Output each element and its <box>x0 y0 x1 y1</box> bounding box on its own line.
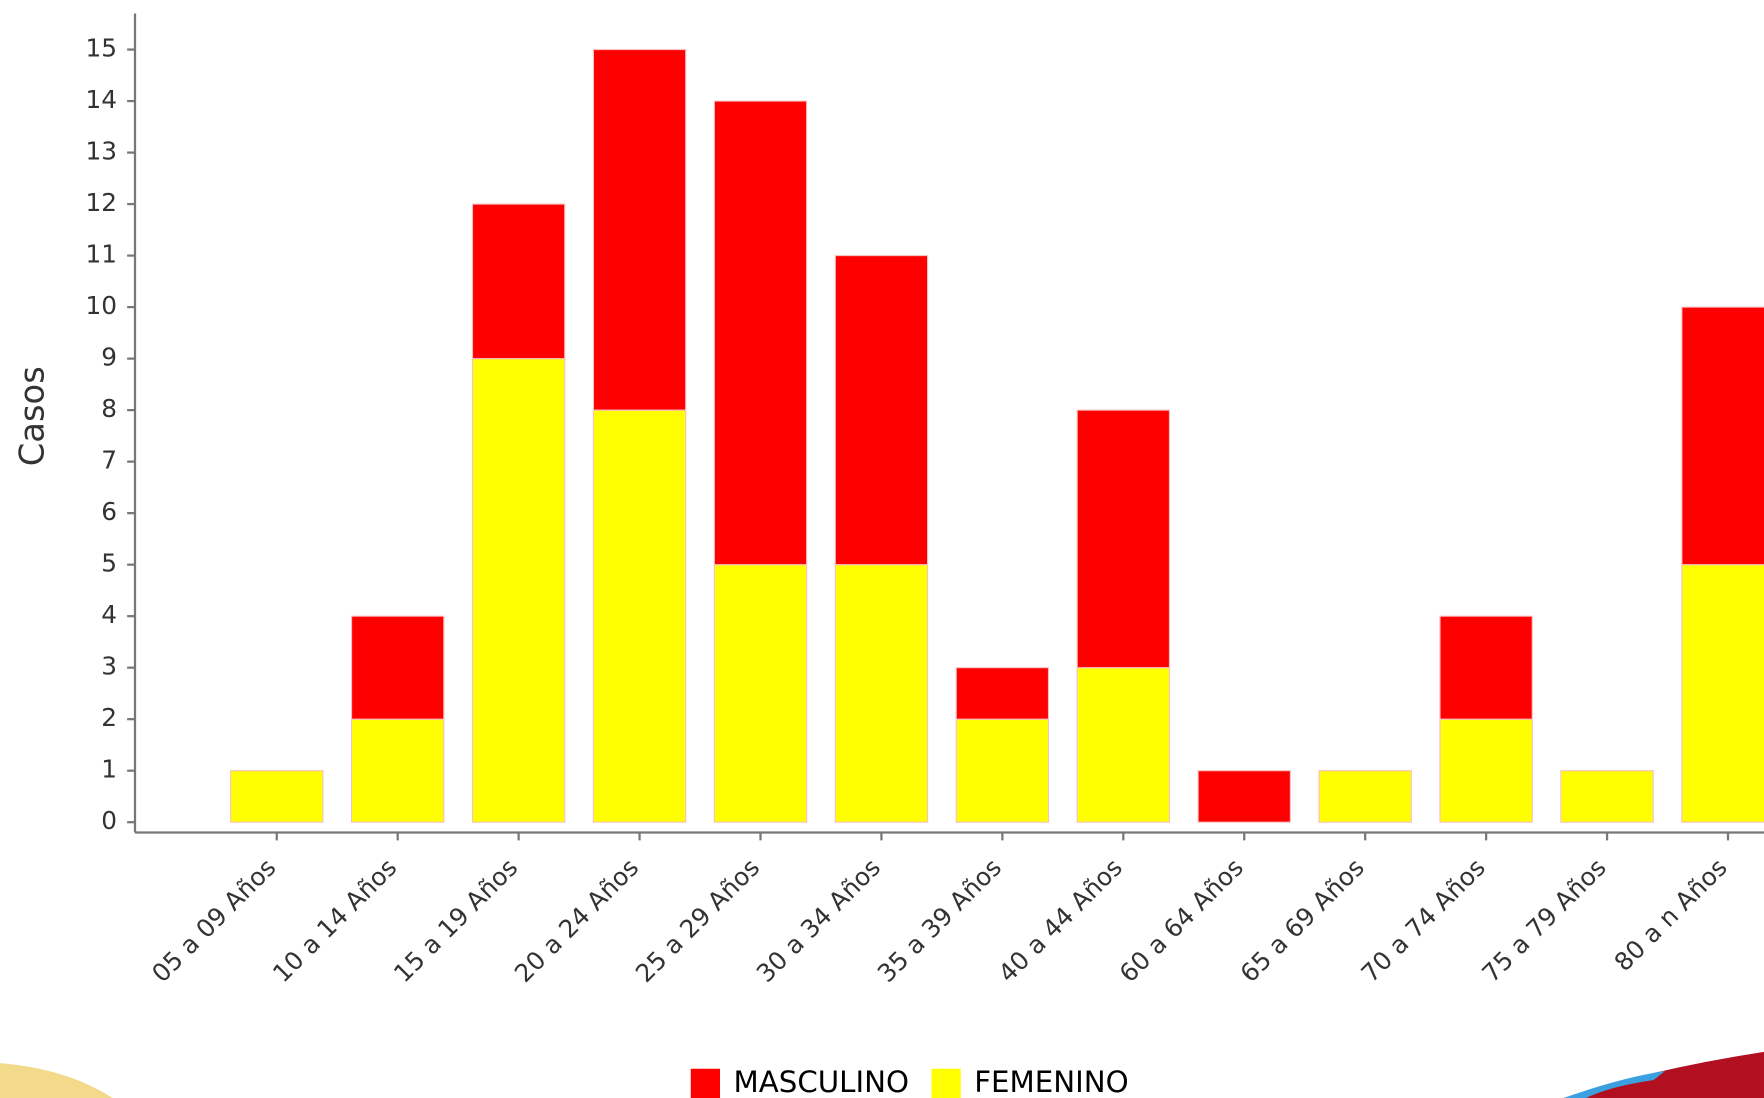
legend-swatch <box>690 1068 720 1098</box>
y-tick-label: 14 <box>86 85 118 114</box>
bar-segment <box>1439 718 1533 823</box>
x-tick-label: 40 a 44 Años <box>993 853 1128 988</box>
bar-segment <box>471 358 566 823</box>
y-tick-label: 6 <box>101 497 117 526</box>
y-tick-label: 10 <box>86 291 118 320</box>
x-tick-label: 80 a n Años <box>1609 853 1733 977</box>
decoration <box>0 1063 113 1098</box>
x-tick-label: 20 a 24 Años <box>509 853 644 988</box>
legend-swatch <box>931 1068 961 1098</box>
bar-segment <box>1439 615 1533 720</box>
y-axis-label: Casos <box>12 366 51 466</box>
bar-segment <box>1197 770 1291 823</box>
x-tick-label: 60 a 64 Años <box>1114 853 1249 988</box>
y-tick-label: 3 <box>101 652 117 681</box>
y-tick-label: 13 <box>86 137 118 166</box>
y-tick-label: 5 <box>101 549 117 578</box>
bar-segment <box>1076 667 1170 823</box>
legend-label: MASCULINO <box>734 1065 909 1098</box>
x-tick-label: 10 a 14 Años <box>267 853 402 988</box>
x-tick-label: 30 a 34 Años <box>751 853 886 988</box>
bar-segment <box>1076 409 1170 669</box>
y-tick-label: 1 <box>101 755 117 784</box>
y-tick-label: 4 <box>101 600 117 629</box>
bar-segment <box>955 718 1050 823</box>
y-tick-label: 2 <box>101 703 117 732</box>
y-tick-label: 7 <box>101 446 117 475</box>
bar-segment <box>592 48 687 411</box>
y-tick-label: 11 <box>86 240 118 269</box>
y-tick-label: 0 <box>101 806 117 835</box>
y-tick-label: 12 <box>86 188 118 217</box>
x-tick-label: 75 a 79 Años <box>1476 853 1611 988</box>
bar-segment <box>471 203 566 360</box>
x-tick-label: 05 a 09 Años <box>146 853 281 988</box>
bar-segment <box>834 255 929 566</box>
bar-segment <box>592 409 687 823</box>
decoration <box>1563 1071 1665 1098</box>
x-tick-label: 35 a 39 Años <box>872 853 1007 988</box>
bar-segment <box>1681 306 1764 566</box>
bar-segment <box>351 718 445 823</box>
bar-segment <box>713 564 808 823</box>
x-tick-label: 70 a 74 Años <box>1355 853 1490 988</box>
y-tick-label: 9 <box>101 343 117 372</box>
bar-segment <box>1681 564 1764 823</box>
y-tick-label: 8 <box>101 394 117 423</box>
x-tick-label: 25 a 29 Años <box>630 853 765 988</box>
bar-segment <box>834 564 929 823</box>
y-tick-label: 15 <box>86 34 118 63</box>
x-tick-label: 65 a 69 Años <box>1235 853 1370 988</box>
bar-segment <box>230 770 324 823</box>
bar-segment <box>955 667 1050 720</box>
x-tick-label: 15 a 19 Años <box>388 853 523 988</box>
bar-segment <box>351 615 445 720</box>
legend-label: FEMENINO <box>974 1065 1128 1098</box>
bar-segment <box>713 100 808 566</box>
bar-segment <box>1318 770 1412 823</box>
bar-segment <box>1560 770 1654 823</box>
